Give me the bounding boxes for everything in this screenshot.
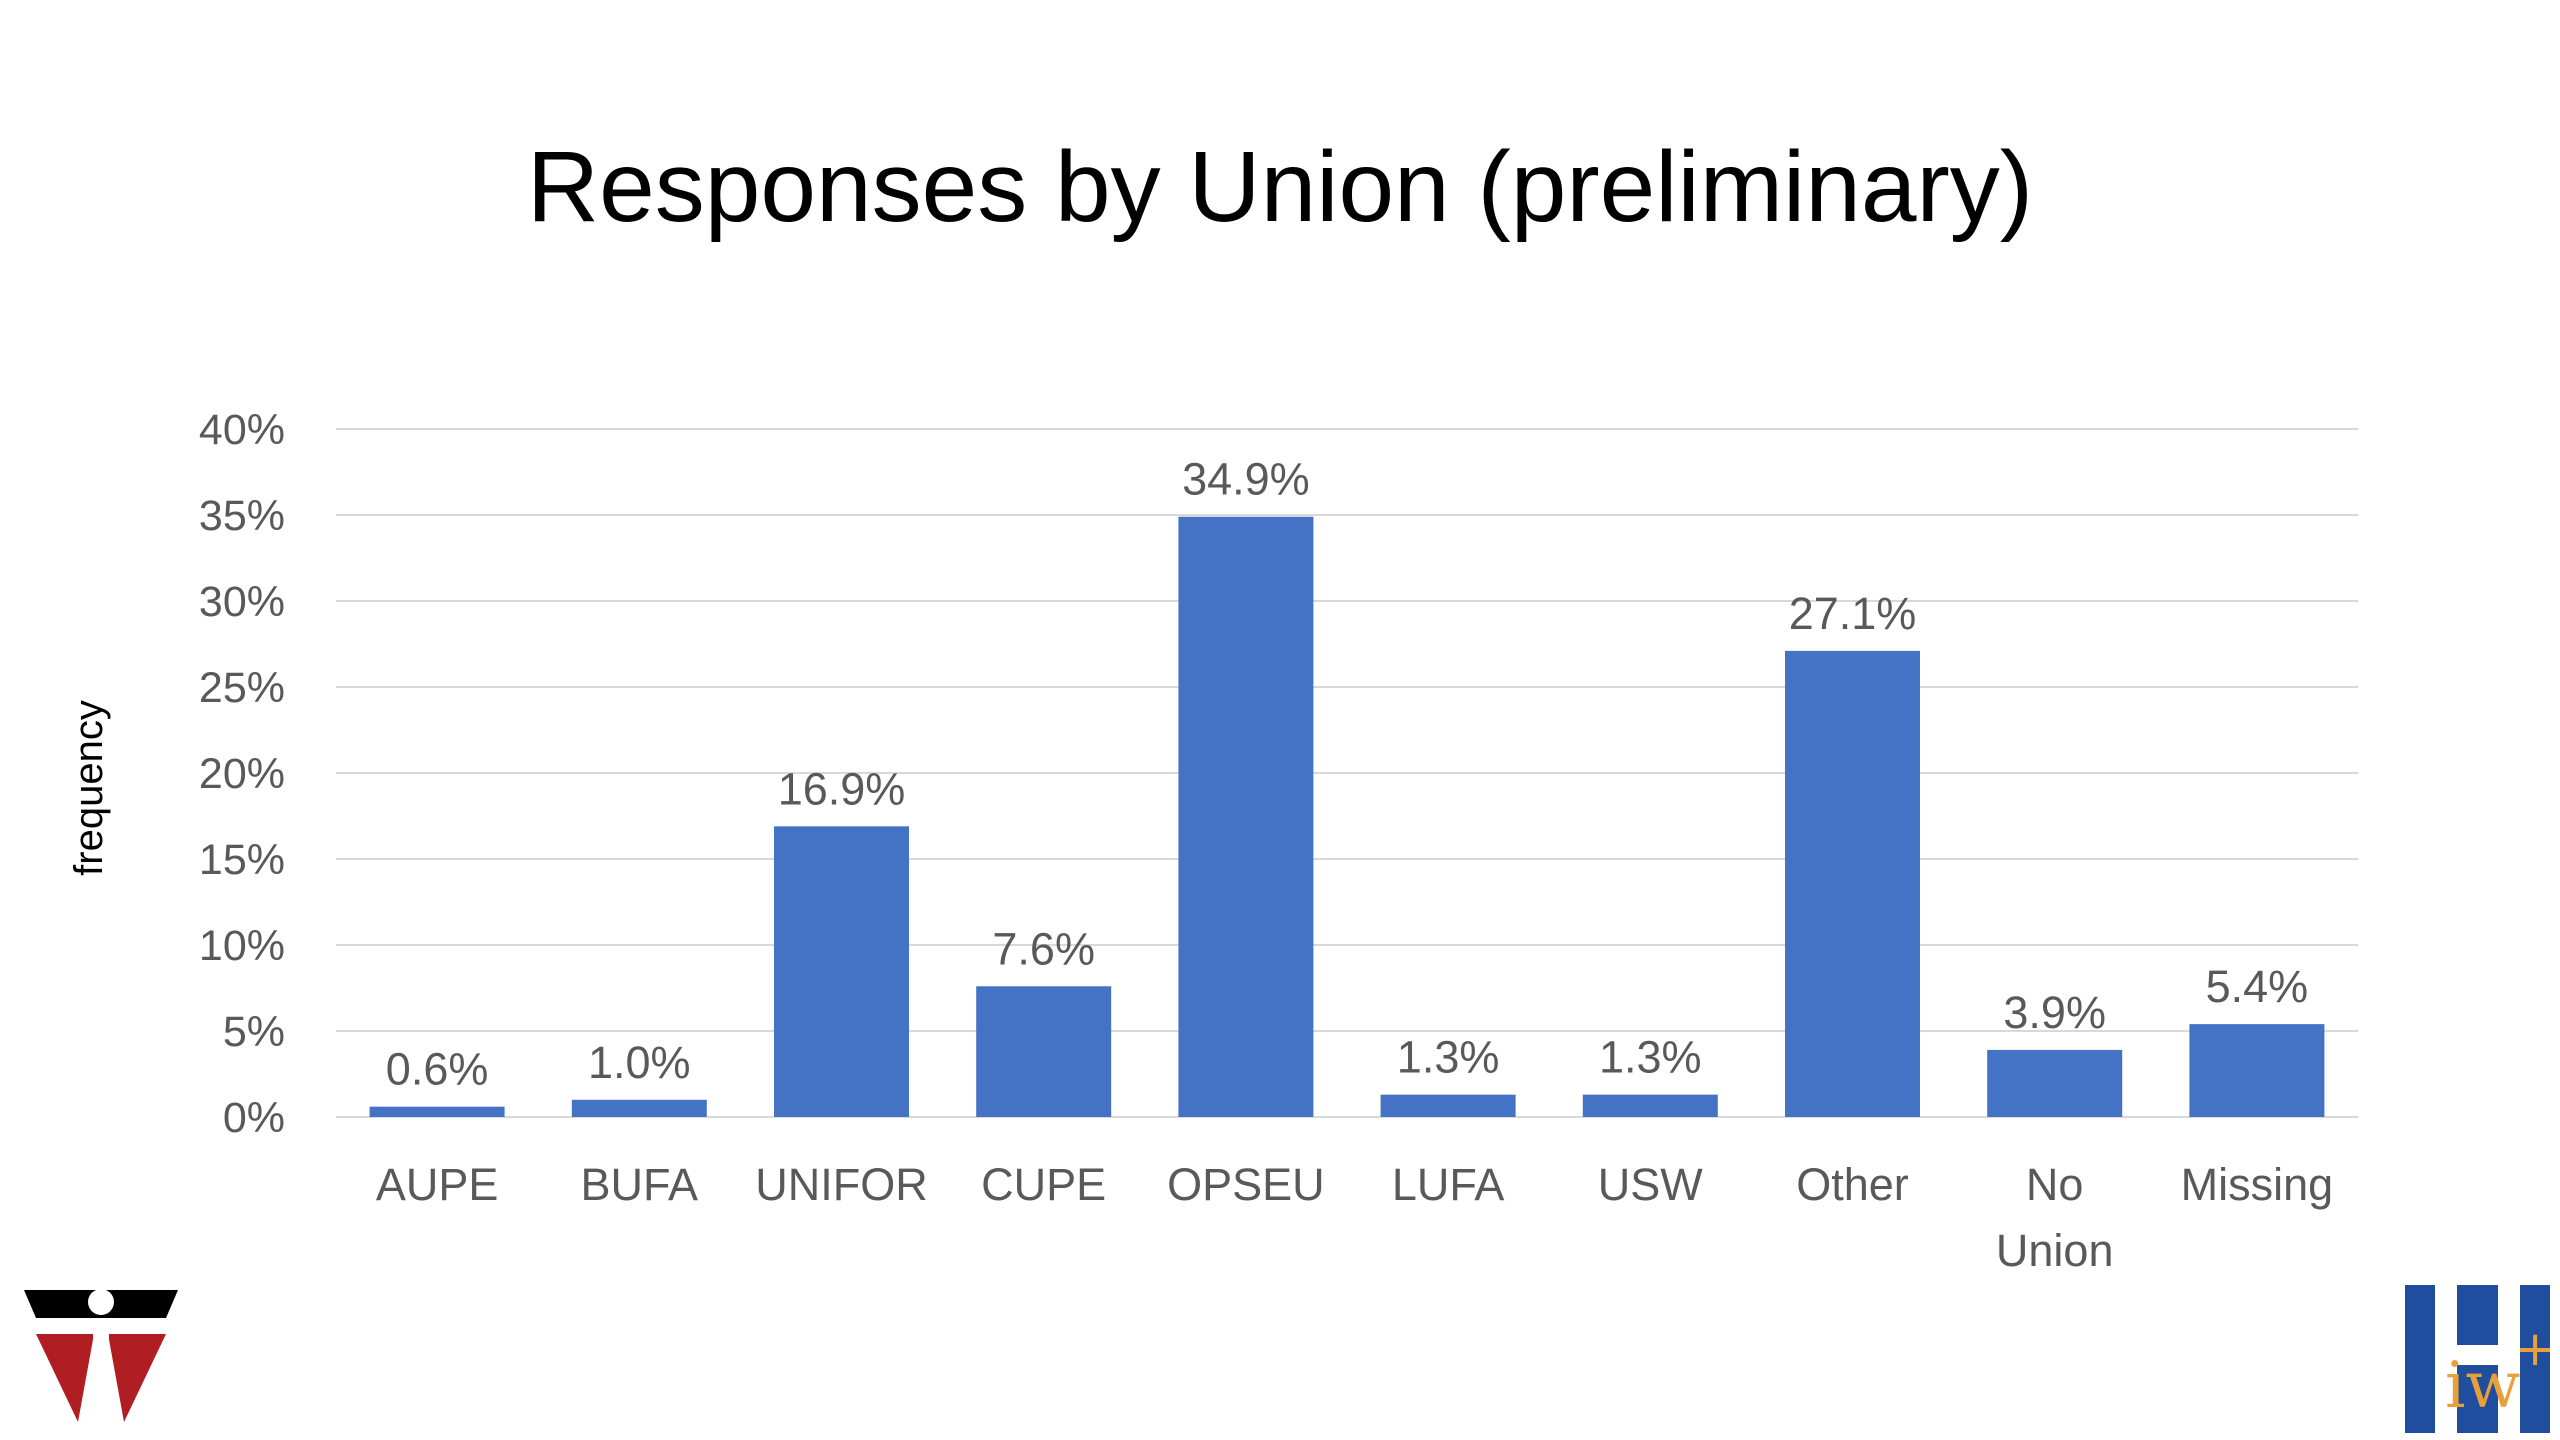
bar-missing <box>2189 1024 2325 1117</box>
bar-lufa <box>1380 1094 1516 1117</box>
y-tick-label: 10% <box>199 922 285 970</box>
bar-bufa <box>571 1099 707 1117</box>
y-tick-label: 5% <box>223 1008 285 1056</box>
x-tick-label: Union <box>1996 1225 2114 1276</box>
x-tick-label: BUFA <box>581 1159 699 1210</box>
y-tick-label: 15% <box>199 836 285 884</box>
y-tick-label: 35% <box>199 492 285 540</box>
x-tick-label: LUFA <box>1392 1159 1505 1210</box>
bar-opseu <box>1178 516 1314 1117</box>
bar-cupe <box>976 986 1112 1117</box>
x-tick-label: USW <box>1598 1159 1704 1210</box>
iwh-logo-icon: iw + <box>2405 1285 2550 1433</box>
university-logo-icon <box>24 1289 178 1422</box>
x-tick-label: Other <box>1796 1159 1909 1210</box>
data-label: 5.4% <box>2206 961 2309 1012</box>
bars <box>369 516 2325 1117</box>
data-labels: 0.6% 1.0% 16.9% 7.6% 34.9% 1.3% 1.3% 27.1% 3.9% 5… <box>386 454 2308 1095</box>
y-tick-label: 20% <box>199 750 285 798</box>
y-axis-label: frequency <box>67 700 111 876</box>
y-tick-label: 30% <box>199 578 285 626</box>
x-tick-label: No <box>2026 1159 2084 1210</box>
x-tick-label: Missing <box>2181 1159 2334 1210</box>
data-label: 1.3% <box>1599 1032 1702 1083</box>
bar-aupe <box>369 1106 505 1117</box>
data-label: 1.0% <box>588 1037 691 1088</box>
data-label: 1.3% <box>1397 1032 1500 1083</box>
bar-other <box>1785 650 1920 1117</box>
y-tick-label: 25% <box>199 664 285 712</box>
svg-text:iw: iw <box>2445 1349 2520 1423</box>
bar-unifor <box>774 826 909 1117</box>
data-label: 34.9% <box>1182 454 1310 505</box>
y-axis-ticks: 0% 5% 10% 15% 20% 25% 30% 35% 40% <box>199 406 285 1142</box>
chart-title: Responses by Union (preliminary) <box>526 131 2034 243</box>
data-label: 3.9% <box>2003 987 2106 1038</box>
data-label: 16.9% <box>778 763 906 814</box>
x-tick-label: CUPE <box>981 1159 1106 1210</box>
data-label: 27.1% <box>1789 588 1917 639</box>
y-tick-label: 40% <box>199 406 285 454</box>
data-label: 7.6% <box>992 923 1095 974</box>
x-tick-label: OPSEU <box>1167 1159 1325 1210</box>
data-label: 0.6% <box>386 1044 489 1095</box>
x-tick-label: UNIFOR <box>755 1159 928 1210</box>
bar-no-union <box>1987 1049 2123 1117</box>
svg-text:+: + <box>2515 1321 2550 1377</box>
y-tick-label: 0% <box>223 1094 285 1142</box>
x-tick-label: AUPE <box>376 1159 499 1210</box>
x-axis-ticks: AUPE BUFA UNIFOR CUPE OPSEU LUFA USW Other No Uni… <box>376 1159 2333 1276</box>
bar-usw <box>1582 1094 1718 1117</box>
